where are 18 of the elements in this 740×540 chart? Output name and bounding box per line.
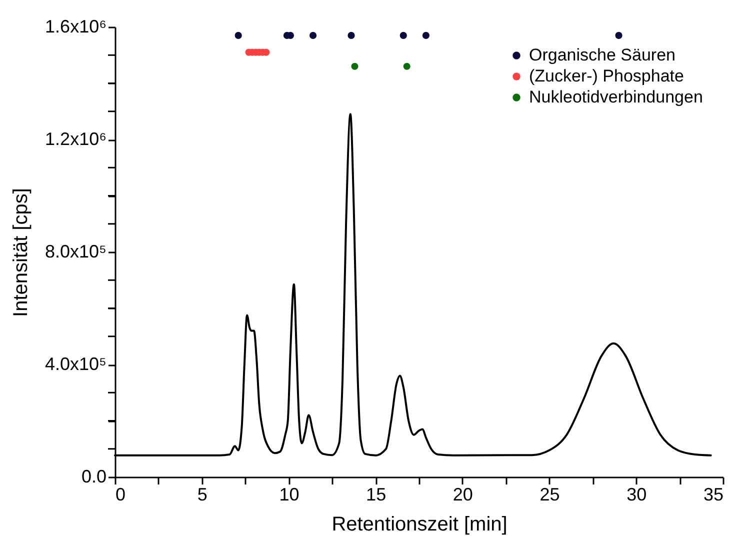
- y-tick-label: 4.0x10⁵: [44, 354, 106, 374]
- legend-label: (Zucker-) Phosphate: [529, 66, 684, 86]
- x-tick-label: 20: [452, 484, 473, 504]
- legend-label: Organische Säuren: [529, 46, 676, 64]
- x-axis-title: Retentionszeit [min]: [332, 514, 508, 536]
- x-tick-label: 30: [626, 484, 647, 504]
- legend-label: Nukleotidverbindungen: [529, 88, 703, 106]
- x-tick-label: 5: [197, 484, 208, 504]
- x-tick-label: 25: [540, 484, 560, 504]
- y-tick-label: 1.2x10⁶: [45, 129, 106, 149]
- y-tick-label: 0.0: [81, 466, 106, 486]
- y-tick-label: 1.6x10⁶: [45, 16, 106, 36]
- x-tick-label: 10: [279, 484, 300, 504]
- x-tick-label: 15: [366, 484, 386, 504]
- y-axis-title: Intensität [cps]: [10, 188, 32, 317]
- y-tick-label: 8.0x10⁵: [44, 242, 106, 262]
- x-tick-label: 35: [703, 484, 724, 504]
- x-tick-label: 0: [116, 484, 126, 504]
